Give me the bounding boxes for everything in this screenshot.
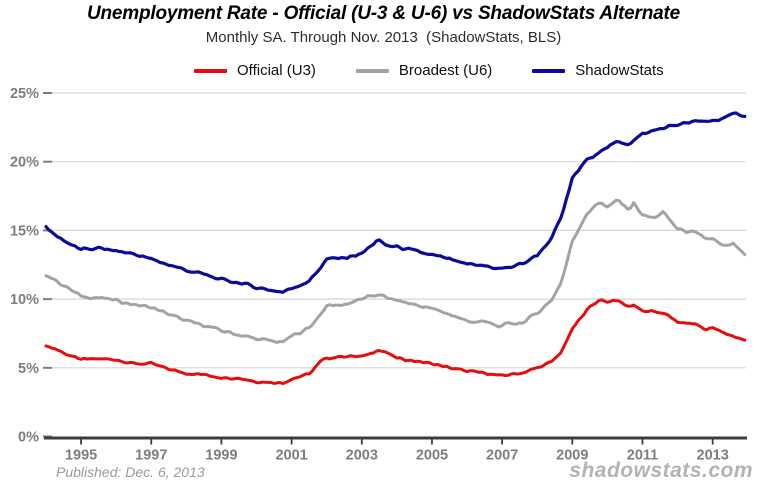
y-tick-label: 20% bbox=[10, 155, 39, 171]
shadowstats-line-swatch-icon bbox=[532, 68, 566, 73]
x-tick-label: 2007 bbox=[486, 448, 518, 464]
legend-item-shadowstats: ShadowStats bbox=[532, 62, 664, 79]
legend-item-broadest-u6: Broadest (U6) bbox=[355, 62, 493, 79]
y-tick-label: 10% bbox=[10, 292, 39, 308]
x-tick-label: 2011 bbox=[627, 448, 658, 464]
u6-line-swatch-icon bbox=[355, 68, 389, 73]
legend-label-broadest-u6: Broadest (U6) bbox=[398, 62, 493, 79]
x-tick-label: 1995 bbox=[65, 448, 97, 464]
x-tick-label: 2009 bbox=[556, 448, 588, 464]
x-tick-label: 1997 bbox=[135, 448, 167, 464]
y-tick-label: 5% bbox=[18, 361, 39, 377]
x-tick-label: 2013 bbox=[697, 448, 729, 464]
watermark: shadowstats.com bbox=[569, 459, 753, 482]
y-tick-label: 25% bbox=[10, 86, 39, 102]
x-tick-label: 2001 bbox=[275, 448, 307, 464]
legend-item-official-u3: Official (U3) bbox=[194, 62, 316, 79]
legend-label-shadowstats: ShadowStats bbox=[575, 62, 664, 79]
x-tick-label: 2005 bbox=[416, 448, 448, 464]
chart-subtitle: Monthly SA. Through Nov. 2013 (ShadowSta… bbox=[205, 29, 562, 46]
y-tick-label: 0% bbox=[18, 430, 39, 446]
series-line-shadowstats bbox=[44, 111, 747, 294]
chart-title: Unemployment Rate - Official (U-3 & U-6)… bbox=[86, 3, 680, 24]
published-note: Published: Dec. 6, 2013 bbox=[56, 464, 205, 480]
u3-line-swatch-icon bbox=[194, 68, 227, 73]
y-tick-label: 15% bbox=[10, 223, 39, 239]
legend: Official (U3) Broadest (U6) ShadowStats bbox=[194, 62, 664, 79]
legend-label-official-u3: Official (U3) bbox=[237, 62, 316, 79]
series-line-official-u3 bbox=[44, 298, 747, 386]
series-line-broadest-u6 bbox=[44, 198, 747, 344]
x-tick-label: 1999 bbox=[205, 448, 237, 464]
x-tick-label: 2003 bbox=[346, 448, 378, 464]
